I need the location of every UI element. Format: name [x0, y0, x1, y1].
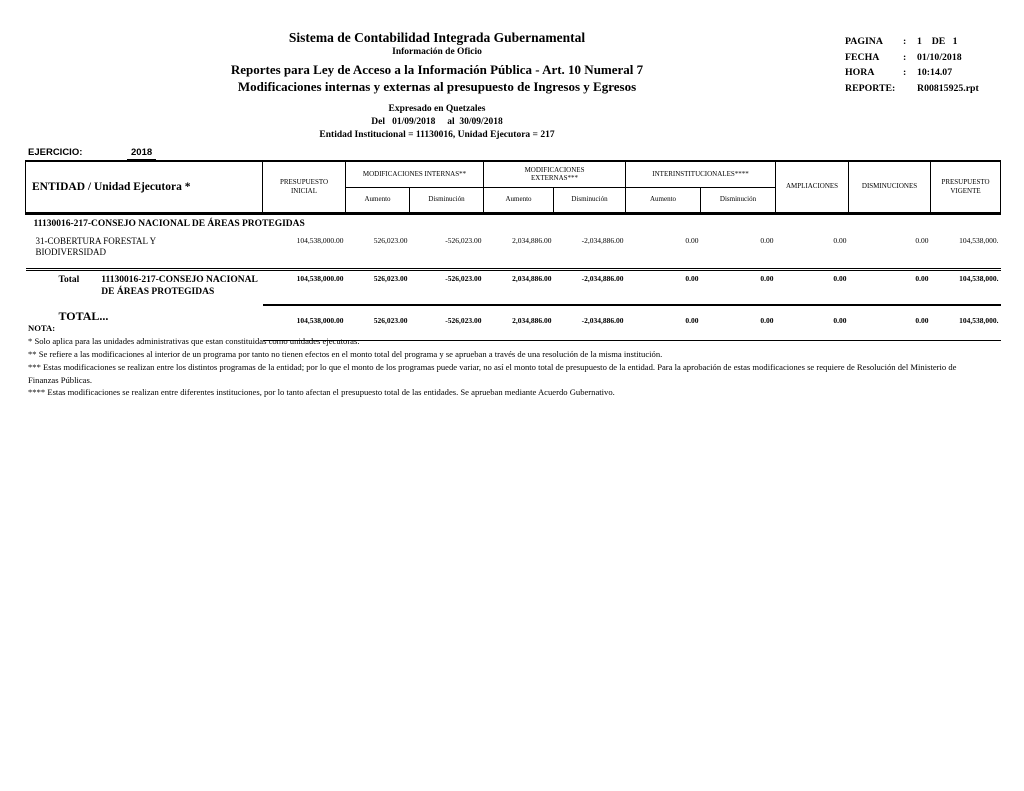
program-label-line2: BIODIVERSIDAD	[35, 247, 107, 258]
presupuesto-vigente-line2: VIGENTE	[950, 186, 981, 195]
total-internas-disminucion: -526,023.00	[409, 269, 484, 306]
detail-internas-disminucion: -526,023.00	[409, 232, 484, 271]
total-presupuesto-vigente: 104,538,000.	[930, 269, 1001, 306]
grand-internas-disminucion: -526,023.00	[409, 304, 484, 341]
grand-total-label: TOTAL...	[58, 308, 109, 323]
report-subtitle-modificaciones: Modificaciones internas y externas al pr…	[237, 79, 637, 94]
program-label: 31-COBERTURA FORESTAL Y BIODIVERSIDAD	[25, 232, 263, 271]
col-group-modificaciones-internas: MODIFICACIONES INTERNAS**	[344, 160, 485, 188]
grand-interinst-aumento: 0.00	[625, 304, 701, 341]
col-group-modificaciones-externas: MODIFICACIONES EXTERNAS***	[483, 160, 627, 188]
fecha-colon: :	[903, 51, 907, 63]
expressed-in-label: Expresado en Quetzales	[388, 104, 486, 114]
program-label-line1: 31-COBERTURA FORESTAL Y	[35, 235, 157, 246]
total-presupuesto-inicial: 104,538,000.00	[262, 269, 346, 306]
presupuesto-inicial-line1: PRESUPUESTO	[279, 178, 329, 186]
date-range: Del 01/09/2018 al 30/09/2018	[371, 117, 503, 127]
reporte-label: REPORTE:	[845, 82, 896, 94]
grand-presupuesto-vigente: 104,538,000.	[930, 304, 1001, 341]
pagina-value: 1 DE 1	[917, 36, 958, 47]
col-header-ampliaciones: AMPLIACIONES	[775, 160, 850, 215]
grand-disminuciones: 0.00	[848, 304, 931, 341]
report-header: Sistema de Contabilidad Integrada Gubern…	[0, 30, 874, 140]
hora-value: 10:14.07	[917, 67, 953, 78]
report-subtitle-ley: Reportes para Ley de Acceso a la Informa…	[230, 62, 644, 77]
ejercicio-row: EJERCICIO: 2018	[28, 147, 157, 161]
total-entity-name-line1: 11130016-217-CONSEJO NACIONAL	[101, 274, 258, 285]
total-interinst-disminucion: 0.00	[700, 269, 776, 306]
col-header-externas-disminucion: Disminución	[553, 186, 627, 215]
report-title: Sistema de Contabilidad Integrada Gubern…	[288, 30, 586, 45]
ejercicio-label: EJERCICIO:	[28, 147, 83, 158]
total-entity-name: 11130016-217-CONSEJO NACIONAL DE ÁREAS P…	[101, 274, 258, 299]
total-internas-aumento: 526,023.00	[345, 269, 410, 306]
col-header-presupuesto-inicial: PRESUPUESTO INICIAL	[262, 160, 346, 215]
externas-line2: EXTERNAS***	[530, 174, 579, 183]
grand-ampliaciones: 0.00	[775, 304, 849, 341]
col-header-interinst-disminucion: Disminución	[700, 186, 777, 215]
meta-fecha: FECHA : 01/10/2018	[845, 52, 1020, 63]
note-line-2: ** Se refiere a las modificaciones al in…	[28, 348, 663, 359]
report-meta: PAGINA : 1 DE 1 FECHA : 01/10/2018 HORA …	[845, 36, 1020, 98]
meta-reporte: REPORTE: R00815925.rpt	[845, 83, 1020, 94]
grand-interinst-disminucion: 0.00	[700, 304, 776, 341]
total-interinst-aumento: 0.00	[625, 269, 701, 306]
total-ampliaciones: 0.00	[775, 269, 849, 306]
detail-presupuesto-inicial: 104,538,000.00	[262, 232, 346, 271]
meta-pagina: PAGINA : 1 DE 1	[845, 36, 1020, 47]
grand-presupuesto-inicial: 104,538,000.00	[262, 304, 346, 341]
presupuesto-vigente-line1: PRESUPUESTO	[941, 178, 990, 186]
col-header-entidad: ENTIDAD / Unidad Ejecutora *	[25, 160, 263, 215]
pagina-label: PAGINA	[845, 36, 883, 47]
nota-title: NOTA:	[28, 323, 56, 333]
detail-externas-disminucion: -2,034,886.00	[553, 232, 626, 271]
col-header-presupuesto-vigente: PRESUPUESTO VIGENTE	[930, 160, 1002, 215]
reporte-value: R00815925.rpt	[917, 82, 979, 94]
detail-internas-aumento: 526,023.00	[345, 232, 410, 271]
detail-interinst-aumento: 0.00	[625, 232, 701, 271]
grand-total-row: TOTAL... 104,538,000.00 526,023.00 -526,…	[26, 304, 1001, 341]
program-detail-row: 31-COBERTURA FORESTAL Y BIODIVERSIDAD 10…	[25, 232, 1001, 271]
grand-externas-aumento: 2,034,886.00	[483, 304, 554, 341]
detail-presupuesto-vigente: 104,538,000.	[930, 232, 1001, 271]
detail-disminuciones: 0.00	[848, 232, 931, 271]
grand-internas-aumento: 526,023.00	[345, 304, 410, 341]
note-line-1: * Solo aplica para las unidades administ…	[28, 335, 360, 346]
entity-line: Entidad Institucional = 11130016, Unidad…	[319, 130, 555, 140]
footnotes: NOTA: * Solo aplica para las unidades ad…	[28, 322, 980, 399]
note-line-3: *** Estas modificaciones se realizan ent…	[28, 361, 957, 385]
col-header-internas-aumento: Aumento	[345, 186, 410, 215]
externas-line1: MODIFICACIONES	[524, 165, 585, 174]
entity-total-row: Total 11130016-217-CONSEJO NACIONAL DE Á…	[26, 269, 1001, 306]
total-externas-disminucion: -2,034,886.00	[553, 269, 626, 306]
hora-colon: :	[903, 67, 907, 78]
detail-ampliaciones: 0.00	[775, 232, 849, 271]
col-header-disminuciones: DISMINUCIONES	[848, 160, 932, 215]
col-header-interinst-aumento: Aumento	[625, 186, 702, 215]
detail-externas-aumento: 2,034,886.00	[483, 232, 554, 271]
ejercicio-value: 2018	[127, 147, 157, 161]
fecha-label: FECHA	[845, 51, 880, 63]
col-header-internas-disminucion: Disminución	[408, 186, 485, 215]
col-header-externas-aumento: Aumento	[483, 186, 555, 215]
fecha-value: 01/10/2018	[917, 51, 962, 63]
note-line-4: **** Estas modificaciones se realizan en…	[28, 387, 615, 398]
entity-group-row: 11130016-217-CONSEJO NACIONAL DE ÁREAS P…	[26, 213, 1001, 233]
total-entity-name-line2: DE ÁREAS PROTEGIDAS	[101, 286, 215, 297]
detail-interinst-disminucion: 0.00	[700, 232, 776, 271]
budget-modifications-table: ENTIDAD / Unidad Ejecutora * PRESUPUESTO…	[25, 160, 1002, 341]
meta-hora: HORA : 10:14.07	[845, 67, 1020, 78]
col-group-interinstitucionales: INTERINSTITUCIONALES****	[625, 160, 777, 188]
pagina-colon: :	[903, 36, 907, 47]
presupuesto-inicial-line2: INICIAL	[290, 186, 318, 195]
total-externas-aumento: 2,034,886.00	[483, 269, 554, 306]
hora-label: HORA	[845, 67, 875, 78]
entity-total-label: Total 11130016-217-CONSEJO NACIONAL DE Á…	[26, 269, 263, 305]
total-prefix: Total	[58, 274, 80, 285]
total-disminuciones: 0.00	[848, 269, 931, 306]
grand-externas-disminucion: -2,034,886.00	[553, 304, 626, 341]
entity-group-title: 11130016-217-CONSEJO NACIONAL DE ÁREAS P…	[33, 218, 305, 229]
report-subtitle-oficio: Información de Oficio	[392, 47, 482, 57]
